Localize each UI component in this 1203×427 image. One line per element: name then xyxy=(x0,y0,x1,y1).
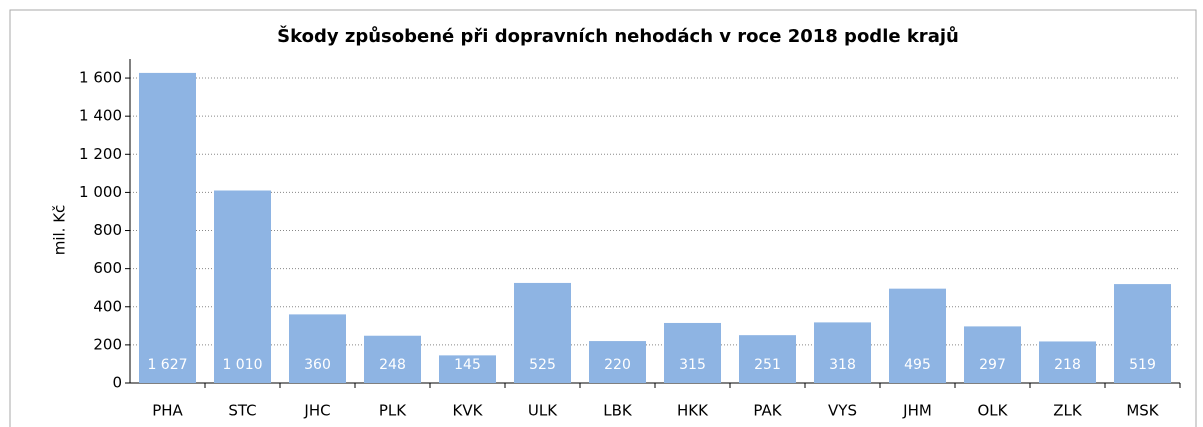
value-label: 519 xyxy=(1129,357,1156,373)
value-label: 218 xyxy=(1054,357,1081,373)
value-label: 1 627 xyxy=(147,357,187,373)
y-tick-label: 1 400 xyxy=(79,107,122,125)
x-tick-label: PHA xyxy=(152,402,183,420)
x-tick-label: JHC xyxy=(303,402,330,420)
x-tick-label: ULK xyxy=(528,402,558,420)
value-label: 1 010 xyxy=(222,357,262,373)
bar xyxy=(289,314,346,383)
value-label: 220 xyxy=(604,357,631,373)
x-tick-label: LBK xyxy=(603,402,633,420)
bar xyxy=(514,282,571,383)
bar xyxy=(589,341,646,383)
bar xyxy=(1114,284,1171,383)
y-axis-label: mil. Kč xyxy=(51,205,69,256)
bar xyxy=(1039,341,1096,383)
x-tick-label: MSK xyxy=(1126,402,1159,420)
x-tick-label: PLK xyxy=(379,402,407,420)
bar xyxy=(739,335,796,383)
value-label: 145 xyxy=(454,357,481,373)
bar xyxy=(964,326,1021,383)
x-tick-label: JHM xyxy=(902,402,932,420)
value-label: 315 xyxy=(679,357,706,373)
value-label: 360 xyxy=(304,357,331,373)
y-tick-label: 200 xyxy=(93,335,122,353)
bar xyxy=(439,355,496,383)
bar xyxy=(364,335,421,383)
x-tick-label: OLK xyxy=(978,402,1009,420)
y-tick-label: 1 200 xyxy=(79,145,122,163)
x-tick-label: KVK xyxy=(453,402,484,420)
x-tick-label: VYS xyxy=(828,402,857,420)
chart-frame xyxy=(9,9,1197,427)
value-label: 525 xyxy=(529,357,556,373)
value-label: 297 xyxy=(979,357,1006,373)
value-label: 251 xyxy=(754,357,781,373)
y-tick-label: 800 xyxy=(93,221,122,239)
y-tick-label: 1 000 xyxy=(79,183,122,201)
value-label: 248 xyxy=(379,357,406,373)
bar xyxy=(889,288,946,383)
x-tick-label: ZLK xyxy=(1053,402,1083,420)
bar xyxy=(664,322,721,383)
value-label: 495 xyxy=(904,357,931,373)
chart-title: Škody způsobené při dopravních nehodách … xyxy=(277,25,959,47)
bar xyxy=(139,72,196,384)
x-tick-label: HKK xyxy=(677,402,709,420)
y-tick-label: 400 xyxy=(93,297,122,315)
x-tick-label: STC xyxy=(228,402,256,420)
bar xyxy=(214,190,271,383)
y-tick-label: 0 xyxy=(112,374,122,392)
x-tick-label: PAK xyxy=(753,402,782,420)
y-tick-label: 1 600 xyxy=(79,69,122,87)
value-label: 318 xyxy=(829,357,856,373)
bar xyxy=(814,322,871,383)
y-tick-label: 600 xyxy=(93,259,122,277)
